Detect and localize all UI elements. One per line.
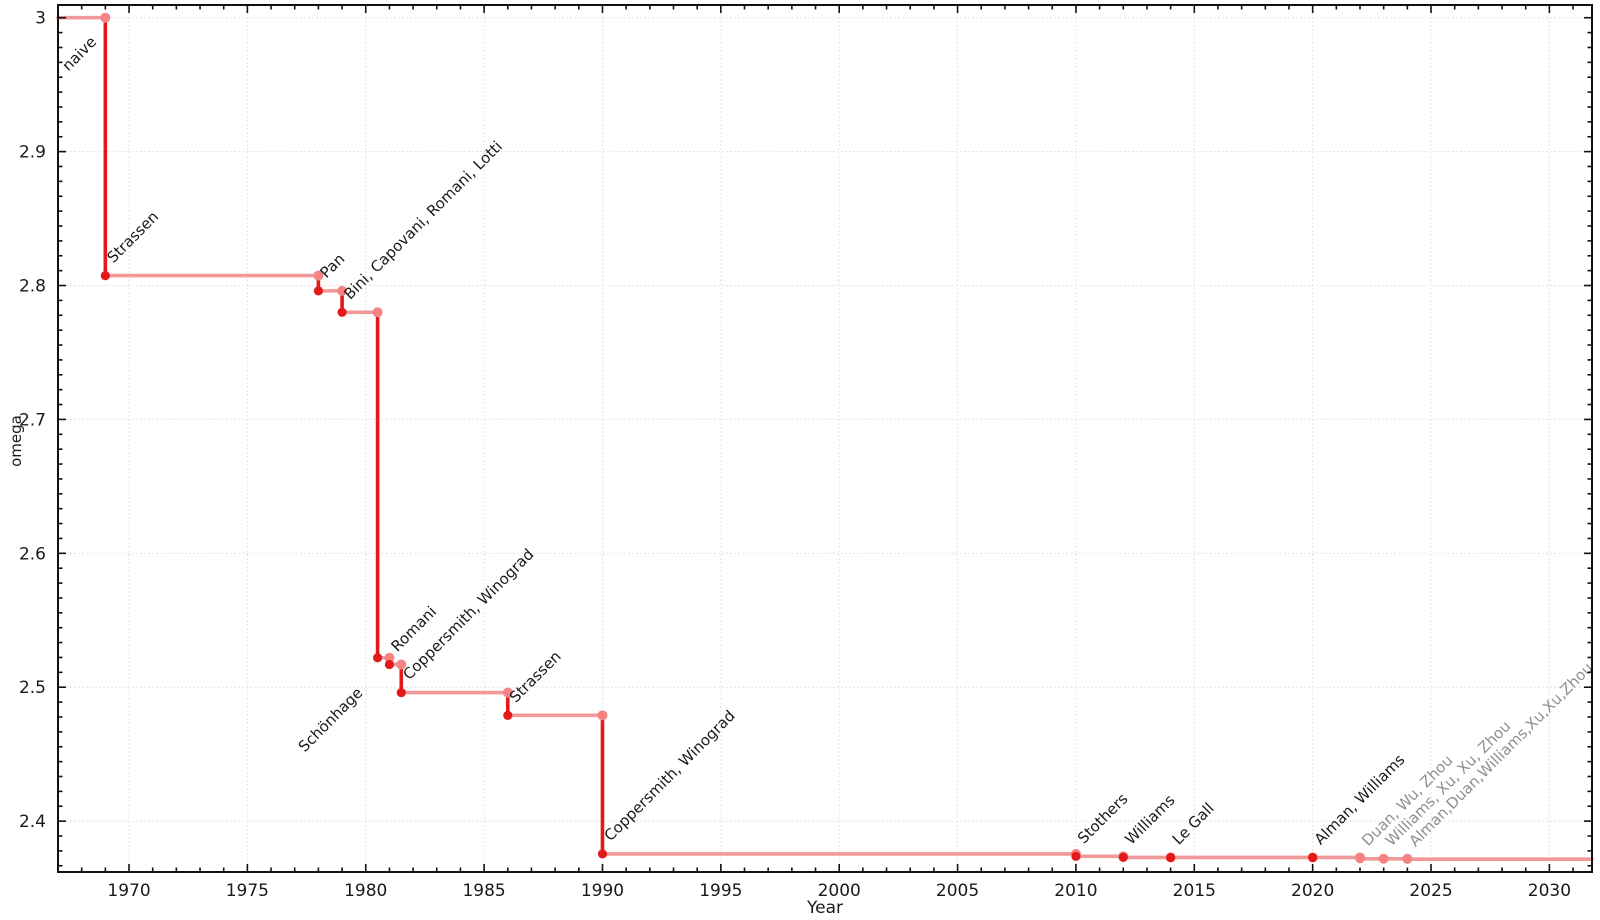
x-tick-label-1980: 1980 (344, 881, 387, 901)
x-tick-label-2000: 2000 (818, 881, 861, 901)
corner-marker-sch-nhage (372, 307, 383, 318)
event-point-williams (1118, 852, 1128, 863)
plot-border (57, 4, 1593, 873)
event-points (100, 271, 1412, 864)
event-point-coppersmith-winograd (597, 849, 608, 859)
corner-marker-romani (384, 652, 395, 663)
corner-marker-bini-capovani-romani-lotti (337, 285, 348, 296)
event-point-williams-xu-xu-zhou (1379, 854, 1389, 864)
event-label-coppersmith-winograd: Coppersmith, Winograd (601, 707, 739, 845)
x-tick-label-2020: 2020 (1291, 881, 1334, 901)
event-label-bini-capovani-romani-lotti: Bini, Capovani, Romani, Lotti (340, 137, 506, 303)
x-tick-label-2015: 2015 (1173, 881, 1216, 901)
y-tick-label-2.7: 2.7 (19, 410, 46, 430)
axis-ticks (58, 5, 1592, 872)
y-tick-label-2.8: 2.8 (19, 277, 46, 297)
event-point-pan (313, 286, 324, 296)
corner-marker-coppersmith-winograd (396, 659, 407, 670)
event-label-stothers: Stothers (1074, 790, 1132, 848)
y-tick-label-2.6: 2.6 (19, 544, 46, 564)
x-tick-label-1970: 1970 (107, 881, 150, 901)
event-point-coppersmith-winograd (396, 687, 406, 698)
event-point-sch-nhage (372, 653, 383, 663)
event-label-williams: Williams (1121, 791, 1178, 848)
event-label-sch-nhage: Schönhage (295, 684, 367, 756)
event-point-alman-duan-williams-xu-xu-zhou (1402, 854, 1412, 864)
event-label-williams-xu-xu-zhou: Williams, Xu, Xu, Zhou (1382, 717, 1515, 850)
event-point-duan-wu-zhou (1355, 854, 1365, 864)
corner-marker-pan (313, 270, 324, 281)
corner-marker-coppersmith-winograd (597, 710, 608, 721)
event-point-bini-capovani-romani-lotti (337, 307, 347, 317)
step-drops (103, 15, 1410, 862)
event-point-alman-williams (1308, 852, 1318, 863)
event-label-strassen: Strassen (506, 647, 565, 706)
y-tick-label-2.4: 2.4 (19, 812, 46, 832)
event-point-strassen (503, 710, 513, 720)
grid-lines (58, 5, 1592, 872)
x-tick-label-2010: 2010 (1054, 881, 1097, 901)
event-point-romani (384, 659, 395, 670)
y-tick-label-2.5: 2.5 (19, 678, 46, 698)
tick-labels: 1970 1975 1980 1985 1990 1995 2000 2005 2010 2015… (19, 9, 1571, 901)
event-label-strassen: Strassen (103, 208, 162, 267)
x-tick-label-1995: 1995 (699, 881, 742, 901)
step-corner-markers (100, 12, 1413, 864)
step-plateaus (56, 15, 1594, 862)
x-axis-title: Year (807, 898, 843, 918)
x-tick-label-2005: 2005 (936, 881, 979, 901)
event-point-le-gall (1166, 852, 1176, 863)
event-label-le-gall: Le Gall (1169, 799, 1218, 848)
y-tick-label-2.9: 2.9 (19, 143, 46, 163)
event-label-naive: naive (58, 33, 100, 75)
event-point-stothers (1071, 851, 1081, 861)
x-tick-label-2030: 2030 (1528, 881, 1571, 901)
y-tick-label-3: 3 (35, 9, 46, 29)
y-axis-title: omega (7, 415, 25, 467)
event-point-strassen (100, 271, 110, 281)
corner-marker-strassen (502, 687, 513, 698)
x-tick-label-1985: 1985 (462, 881, 505, 901)
corner-marker-strassen (100, 12, 111, 23)
x-tick-label-2025: 2025 (1409, 881, 1452, 901)
x-tick-label-1990: 1990 (581, 881, 624, 901)
x-tick-label-1975: 1975 (226, 881, 269, 901)
